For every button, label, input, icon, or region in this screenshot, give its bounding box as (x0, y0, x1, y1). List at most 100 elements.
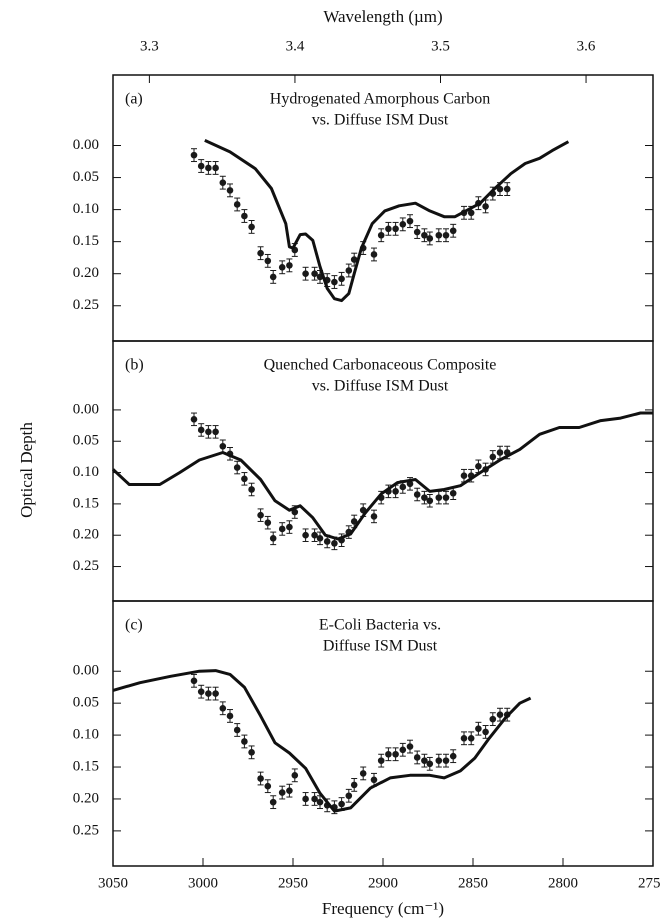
data-point (197, 688, 205, 695)
data-point (264, 257, 272, 265)
data-point (350, 781, 358, 789)
data-point (241, 212, 248, 220)
data-point (467, 734, 475, 742)
data-point (205, 164, 212, 172)
data-point (370, 513, 378, 520)
panel-title: vs. Diffuse ISM Dust (312, 378, 449, 395)
data-point (264, 782, 272, 790)
data-point (233, 726, 241, 734)
x-tick-label: 2750 (638, 875, 660, 891)
data-point (442, 231, 450, 239)
data-point (226, 187, 234, 194)
data-point (426, 497, 434, 505)
data-point (399, 746, 407, 754)
data-point (190, 677, 198, 685)
data-point (226, 712, 234, 720)
data-point (212, 164, 219, 172)
data-point (286, 262, 293, 269)
y-tick-label: 0.05 (73, 433, 99, 449)
data-point (442, 494, 450, 501)
data-point (475, 463, 482, 470)
data-point (496, 449, 504, 456)
data-point (219, 442, 227, 450)
data-point (269, 535, 277, 542)
data-point (248, 486, 255, 493)
data-point (323, 538, 331, 545)
panel-title: E-Coli Bacteria vs. (319, 617, 441, 634)
data-point (190, 151, 198, 159)
y-tick-label: 0.25 (73, 558, 99, 574)
data-point (331, 278, 338, 286)
data-point (338, 275, 345, 283)
data-point (413, 491, 421, 498)
data-point (399, 221, 407, 228)
data-point (257, 775, 264, 782)
data-point (331, 540, 338, 547)
x-tick-label: 3050 (98, 875, 128, 891)
data-point (489, 453, 497, 461)
data-point (426, 235, 434, 242)
panel-label: (a) (125, 91, 143, 108)
data-point (392, 750, 399, 758)
data-point (241, 738, 248, 745)
data-point (413, 228, 421, 236)
y-tick-label: 0.25 (73, 297, 99, 313)
data-point (503, 185, 511, 193)
data-point (248, 223, 255, 231)
y-tick-label: 0.10 (73, 727, 99, 743)
panel-title: Diffuse ISM Dust (323, 638, 438, 655)
y-tick-label: 0.10 (73, 201, 99, 217)
data-point (219, 179, 227, 186)
x2-tick-label: 3.3 (140, 38, 159, 54)
model-line (111, 411, 653, 541)
data-point (219, 704, 227, 712)
data-point (489, 715, 497, 723)
data-point (449, 752, 457, 760)
data-point (421, 231, 428, 239)
panel-label: (c) (125, 617, 143, 634)
data-point (482, 203, 489, 210)
data-point (278, 789, 286, 796)
data-point (435, 494, 443, 501)
x-tick-label: 3000 (188, 875, 218, 891)
data-point (460, 472, 468, 479)
data-point (248, 749, 255, 756)
data-point (278, 525, 286, 533)
model-line (112, 669, 532, 813)
data-point (359, 770, 367, 777)
x-tick-label: 2800 (548, 875, 578, 891)
data-point (302, 270, 309, 277)
data-point (291, 772, 299, 779)
data-point (496, 711, 504, 718)
x2-tick-label: 3.4 (286, 38, 305, 54)
data-point (316, 798, 324, 806)
y-tick-label: 0.15 (73, 758, 99, 774)
data-point (269, 798, 277, 806)
panel-title: Quenched Carbonaceous Composite (264, 357, 497, 374)
data-point (264, 519, 272, 526)
y-tick-label: 0.25 (73, 822, 99, 838)
y-tick-label: 0.00 (73, 401, 99, 417)
data-point (392, 225, 399, 233)
data-point (233, 201, 241, 208)
y-tick-label: 0.10 (73, 464, 99, 480)
data-point (241, 475, 248, 483)
data-point (286, 787, 293, 794)
data-point (406, 217, 414, 225)
data-point (345, 792, 353, 800)
data-point (338, 800, 345, 808)
y-tick-label: 0.05 (73, 169, 99, 185)
data-point (257, 249, 264, 257)
data-point (482, 728, 489, 736)
data-point (406, 743, 414, 750)
panel-title: vs. Diffuse ISM Dust (312, 112, 449, 129)
data-point (212, 428, 219, 436)
data-point (291, 508, 299, 516)
data-point (278, 263, 286, 271)
data-point (269, 273, 277, 281)
data-point (233, 464, 241, 471)
data-point (212, 690, 219, 697)
panel-label: (b) (125, 357, 144, 374)
data-point (190, 416, 198, 423)
